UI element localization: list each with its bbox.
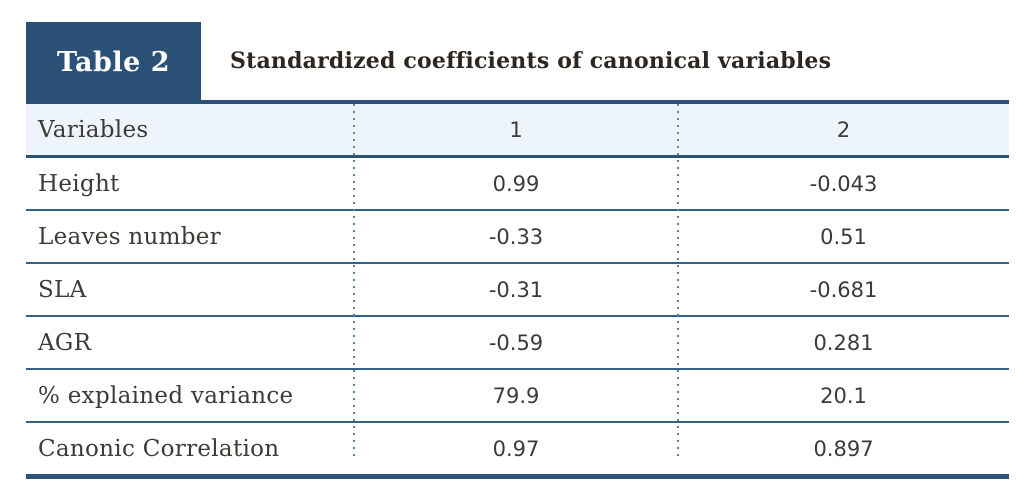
value-cell: 0.97 xyxy=(354,422,678,477)
value-cell: -0.59 xyxy=(354,316,678,370)
column-separator-dotted xyxy=(677,104,679,460)
row-label: Height xyxy=(26,156,354,211)
column-header-2: 2 xyxy=(678,102,1009,158)
table-row: SLA -0.31 -0.681 xyxy=(26,263,1009,317)
value-cell: -0.043 xyxy=(678,156,1009,211)
table-row: Leaves number -0.33 0.51 xyxy=(26,210,1009,264)
table-row: Canonic Correlation 0.97 0.897 xyxy=(26,422,1009,477)
value-cell: -0.31 xyxy=(354,263,678,317)
table-header-row: Variables 1 2 xyxy=(26,102,1009,158)
value-cell: 0.51 xyxy=(678,210,1009,264)
value-cell: 0.897 xyxy=(678,422,1009,477)
value-cell: 0.281 xyxy=(678,316,1009,370)
value-cell: 79.9 xyxy=(354,369,678,423)
table-row: % explained variance 79.9 20.1 xyxy=(26,369,1009,423)
column-header-1: 1 xyxy=(354,102,678,158)
row-label: Canonic Correlation xyxy=(26,422,354,477)
value-cell: -0.681 xyxy=(678,263,1009,317)
value-cell: -0.33 xyxy=(354,210,678,264)
row-label: SLA xyxy=(26,263,354,317)
column-header-variables: Variables xyxy=(26,102,354,158)
coefficients-table: Variables 1 2 Height 0.99 -0.043 Leaves … xyxy=(26,100,1009,479)
table-number-badge: Table 2 xyxy=(26,22,201,104)
value-cell: 20.1 xyxy=(678,369,1009,423)
row-label: Leaves number xyxy=(26,210,354,264)
column-separator-dotted xyxy=(353,104,355,460)
row-label: AGR xyxy=(26,316,354,370)
table-row: AGR -0.59 0.281 xyxy=(26,316,1009,370)
table-title: Standardized coefficients of canonical v… xyxy=(230,48,832,74)
table-row: Height 0.99 -0.043 xyxy=(26,156,1009,211)
row-label: % explained variance xyxy=(26,369,354,423)
value-cell: 0.99 xyxy=(354,156,678,211)
